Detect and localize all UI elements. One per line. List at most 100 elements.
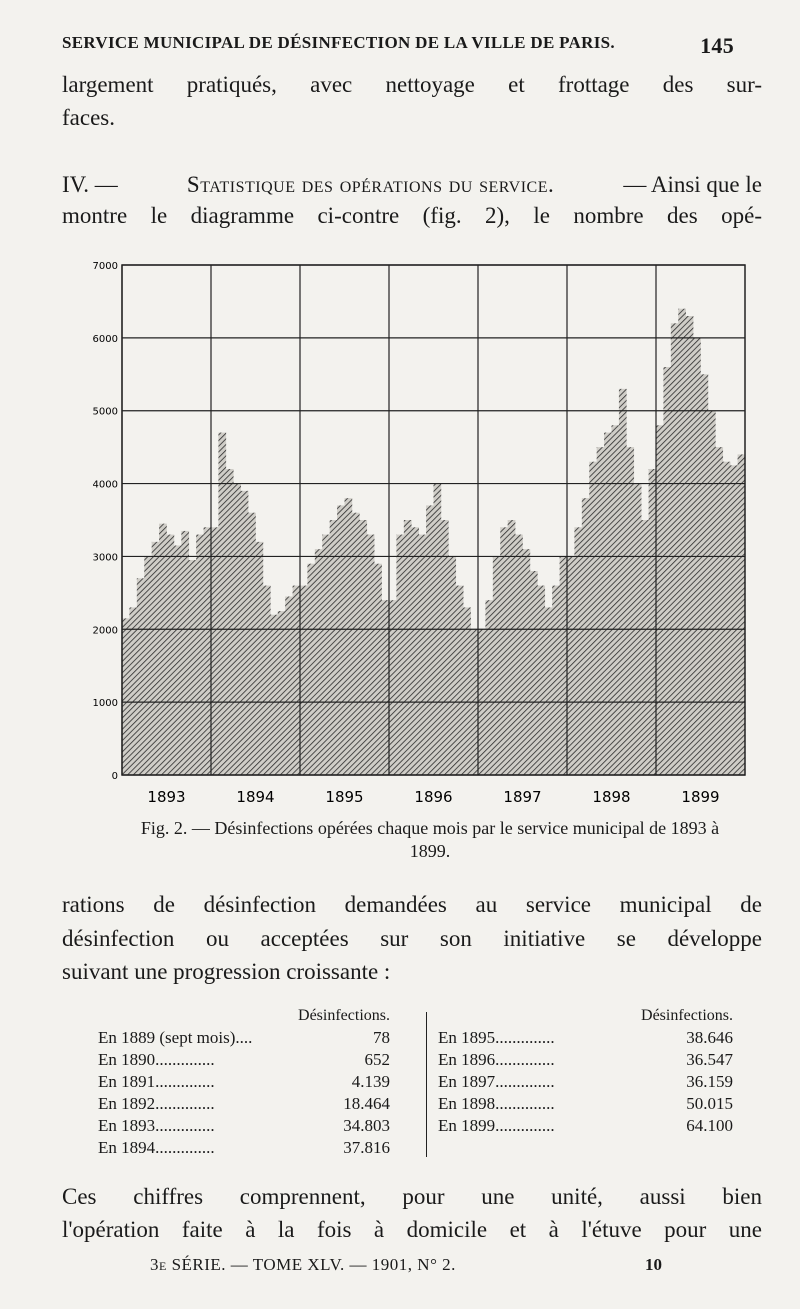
row-label: En 1897.............. xyxy=(438,1072,555,1091)
bar xyxy=(181,530,190,775)
bar xyxy=(314,549,323,775)
bar xyxy=(151,541,160,775)
row-value: 36.159 xyxy=(686,1072,733,1091)
row-label: En 1894.............. xyxy=(98,1138,215,1157)
bar xyxy=(448,556,457,775)
bar xyxy=(359,520,368,775)
bar xyxy=(463,607,471,775)
row-value: 34.803 xyxy=(343,1116,390,1135)
bar xyxy=(737,454,746,775)
chart: 0 1000 2000 3000 4000 5000 6000 7000 1893 1894 189… xyxy=(93,261,746,806)
x-tick-label: 1894 xyxy=(236,788,274,806)
bar xyxy=(722,461,731,775)
bar xyxy=(485,600,494,775)
bar xyxy=(344,498,353,775)
text-line: largement pratiqués, avec nettoyage et f… xyxy=(62,72,762,97)
y-tick-label: 7000 xyxy=(93,261,118,272)
text-line: l'opération faite à la fois à domicile e… xyxy=(62,1217,762,1242)
x-tick-label: 1898 xyxy=(592,788,630,806)
plot-frame xyxy=(121,264,746,776)
section-number: IV. — xyxy=(62,172,118,197)
table-row: En 1890.............. 652 xyxy=(98,1049,390,1071)
bar xyxy=(218,432,227,775)
table-row: En 1893.............. 34.803 xyxy=(98,1115,390,1137)
row-value: 38.646 xyxy=(686,1028,733,1047)
bar xyxy=(581,498,590,775)
y-tick-label: 4000 xyxy=(93,480,118,491)
row-value: 652 xyxy=(364,1050,391,1069)
table-row: En 1899.............. 64.100 xyxy=(438,1115,733,1137)
x-tick-label: 1896 xyxy=(414,788,452,806)
text-line: désinfection ou acceptées sur son initia… xyxy=(62,926,762,951)
section-line: IV. — Statistique des opérations du serv… xyxy=(62,172,762,198)
bar xyxy=(559,556,568,775)
bar xyxy=(707,410,716,775)
bar xyxy=(144,556,152,775)
bar xyxy=(396,534,405,775)
bar xyxy=(129,607,138,775)
table-right: Désinfections. En 1895.............. 38.6… xyxy=(438,1005,733,1137)
bar xyxy=(292,585,301,775)
text-line: suivant une progression croissante : xyxy=(62,959,391,984)
bar xyxy=(122,618,130,775)
bar xyxy=(670,323,679,775)
bar xyxy=(366,534,375,775)
table-row: En 1896.............. 36.547 xyxy=(438,1049,733,1071)
table-row: En 1897.............. 36.159 xyxy=(438,1071,733,1093)
x-tick-label: 1893 xyxy=(147,788,185,806)
bar xyxy=(507,520,516,775)
bar xyxy=(611,425,620,775)
bar xyxy=(552,585,560,775)
bar xyxy=(136,578,145,775)
bar xyxy=(173,545,182,775)
bar xyxy=(641,520,649,775)
bar xyxy=(329,520,338,775)
row-label: En 1891.............. xyxy=(98,1072,215,1091)
bar xyxy=(648,469,657,775)
table-row: En 1891.............. 4.139 xyxy=(98,1071,390,1093)
bar xyxy=(300,585,308,775)
bar xyxy=(567,556,575,775)
bar xyxy=(203,527,212,775)
bar xyxy=(166,534,175,775)
bar xyxy=(618,388,627,775)
bar xyxy=(240,490,249,775)
table-row: En 1898.............. 50.015 xyxy=(438,1093,733,1115)
bar xyxy=(285,596,293,775)
bar xyxy=(225,469,234,775)
table-divider xyxy=(426,1012,427,1157)
row-value: 37.816 xyxy=(343,1138,390,1157)
bar xyxy=(255,541,264,775)
bar xyxy=(656,425,664,775)
bar xyxy=(389,600,397,775)
bar xyxy=(403,520,412,775)
text-line: Ces chiffres comprennent, pour une unité… xyxy=(62,1184,762,1209)
x-tick-label: 1897 xyxy=(503,788,541,806)
bar xyxy=(211,527,219,775)
bar xyxy=(700,374,709,775)
bar xyxy=(589,461,597,775)
footer-series: 3e SÉRIE. — TOME XLV. — 1901, N° 2. xyxy=(150,1255,456,1274)
bar xyxy=(440,520,449,775)
x-tick-label: 1899 xyxy=(681,788,719,806)
bar xyxy=(529,571,538,775)
page-number: 145 xyxy=(700,33,734,58)
text-span: — Ainsi que le xyxy=(623,172,762,197)
table-left: Désinfections. En 1889 (sept mois).... 78… xyxy=(98,1005,390,1159)
row-value: 36.547 xyxy=(686,1050,733,1069)
row-label: En 1895.............. xyxy=(438,1028,555,1047)
bar xyxy=(418,534,427,775)
bar xyxy=(544,607,553,775)
bar xyxy=(381,600,390,775)
bar xyxy=(374,563,382,775)
bar xyxy=(455,585,464,775)
bar xyxy=(262,585,271,775)
bar xyxy=(537,585,546,775)
y-tick-label: 1000 xyxy=(93,698,118,709)
row-label: En 1899.............. xyxy=(438,1116,555,1135)
text-line: rations de désinfection demandées au ser… xyxy=(62,892,762,917)
bar xyxy=(604,432,612,775)
section-title: Statistique des opérations du service. xyxy=(186,172,555,197)
figure-caption: Fig. 2. — Désinfections opérées chaque m… xyxy=(140,818,720,861)
